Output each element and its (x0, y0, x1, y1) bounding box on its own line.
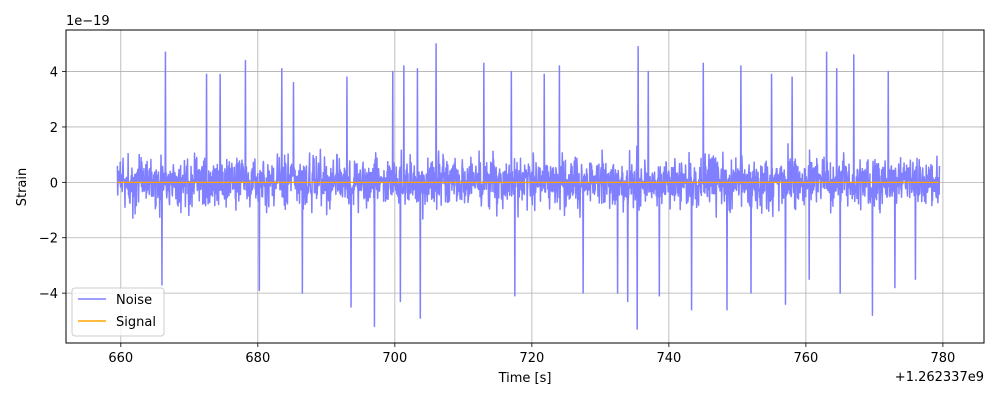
x-tick-label: 680 (245, 351, 270, 366)
x-tick-label: 700 (382, 351, 407, 366)
x-tick-label: 780 (930, 351, 955, 366)
axis-ticks: 660 680 700 720 740 760 780 −4 −2 0 2 4 (39, 66, 955, 366)
legend-box (71, 287, 165, 337)
series-layer (116, 43, 941, 330)
x-tick-label: 660 (108, 351, 133, 366)
y-tick-label: −2 (39, 232, 58, 247)
x-tick-label: 760 (793, 351, 818, 366)
grid-lines (66, 30, 984, 343)
legend: Noise Signal (71, 287, 165, 337)
y-tick-label: 0 (50, 176, 58, 191)
y-scale-text: 1e−19 (66, 14, 110, 29)
x-axis-label: Time [s] (498, 371, 552, 386)
legend-noise-label: Noise (116, 293, 152, 308)
legend-signal-label: Signal (116, 315, 156, 330)
x-tick-label: 720 (519, 351, 544, 366)
y-tick-label: 2 (50, 121, 58, 136)
y-tick-label: 4 (50, 66, 58, 81)
x-tick-label: 740 (656, 351, 681, 366)
noise-series-line (116, 43, 941, 330)
y-axis-label: Strain (15, 168, 30, 207)
plot-frame (65, 29, 985, 344)
x-offset-text: +1.262337e9 (895, 370, 984, 385)
y-tick-label: −4 (39, 287, 58, 302)
